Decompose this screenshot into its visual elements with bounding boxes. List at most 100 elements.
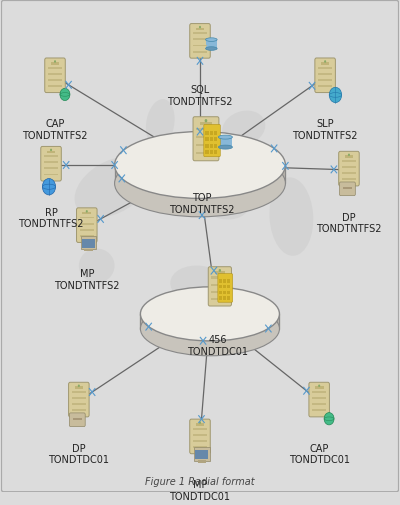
Circle shape — [205, 120, 207, 123]
Bar — [206, 131, 209, 135]
FancyBboxPatch shape — [190, 419, 210, 454]
Bar — [210, 144, 213, 148]
Bar — [198, 461, 206, 463]
Bar — [196, 29, 204, 31]
Bar — [212, 284, 228, 286]
Circle shape — [50, 149, 52, 152]
Bar — [206, 40, 217, 49]
Circle shape — [60, 89, 70, 102]
Bar — [193, 33, 207, 35]
Text: DP
TONDTNTFS2: DP TONDTNTFS2 — [316, 212, 382, 234]
Bar — [72, 410, 86, 412]
Bar — [80, 229, 94, 231]
Ellipse shape — [170, 266, 230, 306]
Circle shape — [219, 270, 221, 272]
Bar — [80, 223, 94, 225]
Bar — [318, 68, 332, 69]
Bar — [193, 428, 207, 430]
Bar — [44, 156, 58, 158]
Ellipse shape — [196, 175, 251, 220]
Bar — [212, 291, 228, 293]
Text: MP
TONDTDC01: MP TONDTDC01 — [170, 480, 230, 501]
Bar — [227, 296, 230, 300]
Bar — [312, 391, 326, 393]
Ellipse shape — [140, 302, 280, 356]
Bar — [193, 39, 207, 41]
FancyBboxPatch shape — [218, 274, 232, 302]
Text: MP
TONDTNTFS2: MP TONDTNTFS2 — [54, 269, 120, 290]
Ellipse shape — [206, 39, 217, 42]
Bar — [223, 285, 226, 289]
Bar — [321, 63, 330, 66]
Bar — [219, 291, 222, 294]
Bar — [227, 280, 230, 283]
Bar — [214, 138, 217, 142]
FancyBboxPatch shape — [69, 413, 85, 427]
Ellipse shape — [270, 178, 313, 257]
Bar — [48, 74, 62, 76]
Ellipse shape — [218, 136, 232, 140]
Bar — [72, 403, 86, 406]
Text: CAP
TONDTDC01: CAP TONDTDC01 — [289, 443, 350, 464]
FancyBboxPatch shape — [309, 382, 330, 417]
Bar — [82, 239, 95, 248]
Bar — [219, 296, 222, 300]
Bar — [219, 280, 222, 283]
Circle shape — [54, 61, 56, 64]
Bar — [80, 235, 94, 237]
Bar — [219, 285, 222, 289]
Text: SQL
TONDTNTFS2: SQL TONDTNTFS2 — [167, 85, 233, 107]
FancyBboxPatch shape — [315, 59, 335, 93]
Bar — [342, 161, 356, 163]
Bar — [196, 128, 216, 131]
Bar — [196, 450, 208, 459]
FancyBboxPatch shape — [41, 147, 61, 182]
Text: RP
TONDTNTFS2: RP TONDTNTFS2 — [18, 208, 84, 229]
Bar — [48, 86, 62, 88]
Bar — [212, 298, 228, 300]
Text: TOP
TONDTNTFS2: TOP TONDTNTFS2 — [169, 192, 235, 214]
Bar — [72, 391, 86, 393]
FancyBboxPatch shape — [68, 382, 89, 417]
Text: 456
TONDTDC01: 456 TONDTDC01 — [187, 334, 248, 356]
Bar — [342, 167, 356, 169]
FancyBboxPatch shape — [190, 25, 210, 59]
Circle shape — [318, 385, 320, 387]
Bar — [193, 52, 207, 54]
Ellipse shape — [74, 158, 151, 218]
Bar — [193, 434, 207, 436]
Bar — [318, 80, 332, 82]
Circle shape — [78, 385, 80, 387]
Bar — [200, 122, 212, 125]
Bar — [74, 387, 83, 389]
Bar — [206, 138, 209, 142]
Circle shape — [329, 88, 342, 104]
Ellipse shape — [218, 146, 232, 150]
Bar — [193, 440, 207, 442]
Bar — [206, 150, 209, 155]
Bar — [80, 237, 96, 250]
Bar — [80, 217, 94, 219]
Bar — [196, 144, 216, 146]
Bar — [193, 446, 207, 448]
Bar — [223, 296, 226, 300]
Circle shape — [348, 154, 350, 157]
Circle shape — [199, 27, 201, 29]
FancyBboxPatch shape — [339, 152, 359, 186]
FancyBboxPatch shape — [340, 183, 355, 196]
Text: DP
TONDTDC01: DP TONDTDC01 — [48, 443, 109, 464]
Bar — [44, 162, 58, 164]
Bar — [215, 272, 225, 274]
FancyBboxPatch shape — [204, 125, 220, 157]
Bar — [312, 403, 326, 406]
Bar — [315, 387, 324, 389]
Ellipse shape — [114, 150, 286, 217]
Bar — [194, 447, 210, 461]
Bar — [227, 291, 230, 294]
Polygon shape — [140, 314, 280, 329]
Text: Figure 1 Radial format: Figure 1 Radial format — [145, 476, 255, 486]
Bar — [84, 249, 92, 252]
Bar — [210, 138, 213, 142]
FancyBboxPatch shape — [45, 59, 65, 93]
Bar — [214, 144, 217, 148]
